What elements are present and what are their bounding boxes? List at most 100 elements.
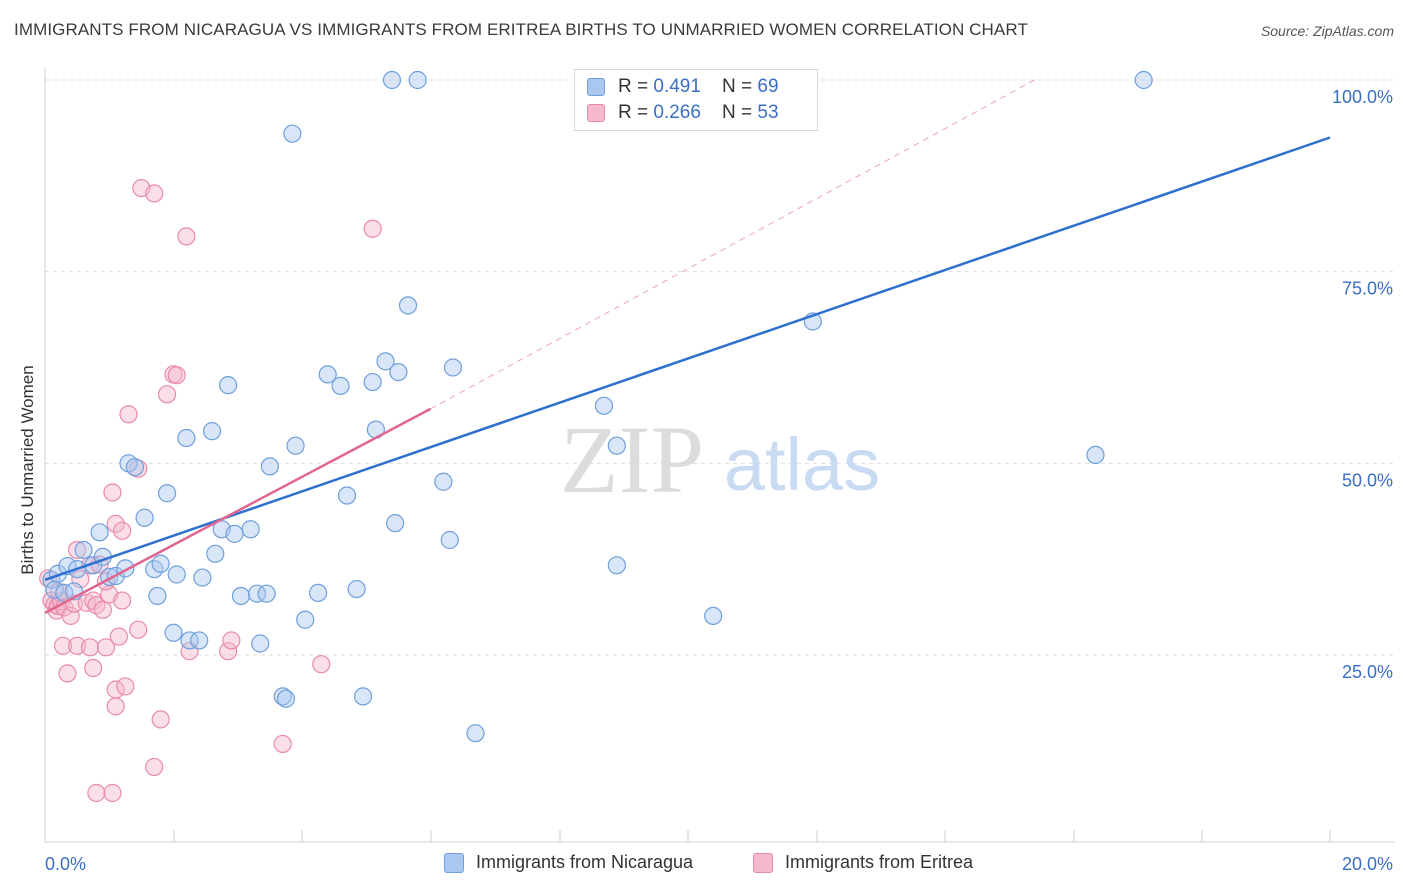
nicaragua-point-18 [148,586,167,606]
nicaragua-point-56 [408,70,427,90]
eritrea-point-52 [363,219,382,238]
nicaragua-point-44 [318,365,337,384]
eritrea-point-20 [87,783,106,803]
nicaragua-point-26 [193,568,212,587]
eritrea-n-value: 53 [757,102,779,123]
nicaragua-point-46 [337,486,357,505]
nicaragua-swatch [587,78,605,96]
nicaragua-point-40 [283,124,302,143]
tick-labels: 25.0% 50.0% 75.0% 100.0% 0.0% 20.0% [45,87,1393,874]
eritrea-point-48 [219,642,238,661]
nicaragua-point-9 [90,523,109,542]
eritrea-point-30 [103,483,122,502]
legend-eritrea-swatch [753,853,773,873]
eritrea-point-49 [222,631,241,650]
nicaragua-point-63 [607,436,626,455]
nicaragua-point-38 [273,687,292,706]
nicaragua-point-61 [594,396,614,415]
nicaragua-point-22 [167,565,186,584]
eritrea-point-35 [116,677,135,696]
chart-title: IMMIGRANTS FROM NICARAGUA VS IMMIGRANTS … [14,20,1028,39]
nicaragua-point-34 [247,584,267,603]
eritrea-point-46 [177,227,196,246]
nicaragua-point-7 [74,540,93,560]
eritrea-point-50 [273,734,292,754]
nicaragua-point-16 [135,508,154,527]
y-tick-label-100: 100.0% [1332,87,1393,107]
nicaragua-point-23 [177,428,196,448]
eritrea-point-33 [112,591,132,610]
eritrea-point-38 [129,620,148,639]
nicaragua-r-label: R = [618,76,654,97]
nicaragua-point-62 [607,556,626,575]
nicaragua-point-45 [331,376,350,395]
eritrea-point-8 [53,636,73,655]
eritrea-point-21 [87,596,106,615]
axes [44,68,1395,843]
nicaragua-point-36 [251,634,270,653]
nicaragua-point-33 [241,520,260,539]
nicaragua-point-39 [276,689,296,708]
nicaragua-point-53 [386,514,405,533]
nicaragua-point-60 [466,724,485,743]
eritrea-n-label: N = [722,102,758,123]
nicaragua-n-label: N = [722,76,758,97]
nicaragua-point-21 [164,623,183,642]
eritrea-r-value: 0.266 [653,102,701,123]
y-tick-label-75: 75.0% [1342,279,1393,299]
eritrea-point-43 [157,385,177,404]
x-tick-label-max: 20.0% [1342,854,1393,874]
eritrea-point-19 [84,658,103,678]
x-tick-label-min: 0.0% [45,854,86,874]
eritrea-r-label: R = [618,102,654,123]
eritrea-point-18 [80,638,100,657]
nicaragua-point-31 [225,524,244,543]
nicaragua-point-67 [1134,70,1153,90]
nicaragua-point-49 [363,372,382,392]
series-eritrea-points [39,179,382,803]
bottom-legend: Immigrants from Nicaragua Immigrants fro… [0,852,1406,878]
nicaragua-point-24 [180,631,199,650]
eritrea-point-36 [119,405,138,424]
source-label: Source: ZipAtlas.com [1260,23,1394,39]
legend-nicaragua-swatch [444,853,464,873]
nicaragua-point-32 [231,586,251,606]
eritrea-point-42 [151,710,170,729]
eritrea-swatch [587,104,605,122]
nicaragua-point-48 [353,687,373,706]
eritrea-point-9 [58,664,77,683]
nicaragua-point-66 [1086,445,1105,464]
legend-nicaragua-label: Immigrants from Nicaragua [476,852,694,872]
nicaragua-point-20 [157,484,177,503]
eritrea-point-27 [103,783,122,803]
nicaragua-point-35 [257,584,276,603]
nicaragua-point-28 [206,544,225,563]
nicaragua-point-37 [260,457,279,476]
nicaragua-point-42 [296,610,315,629]
eritrea-point-32 [109,627,128,646]
nicaragua-trend-line [44,136,1331,582]
nicaragua-point-19 [151,554,170,573]
nicaragua-point-54 [389,363,408,382]
nicaragua-point-64 [704,606,723,626]
eritrea-point-23 [93,600,112,619]
eritrea-point-31 [106,697,125,716]
nicaragua-point-30 [219,376,238,395]
eritrea-point-41 [145,757,164,777]
nicaragua-point-57 [434,472,453,491]
watermark-atlas: atlas [724,423,880,506]
nicaragua-point-59 [443,358,463,377]
nicaragua-point-51 [376,352,395,371]
trend-lines [44,79,1331,614]
stats-legend-box: R = 0.491 N = 69 R = 0.266 N = 53 [574,69,818,131]
watermark-zip: ZIP [560,406,704,513]
eritrea-point-12 [68,540,87,560]
y-tick-label-25: 25.0% [1342,662,1393,682]
eritrea-point-51 [312,655,331,674]
eritrea-point-24 [96,638,116,657]
legend-eritrea-label: Immigrants from Eritrea [785,852,974,872]
watermark: ZIP atlas [560,406,880,513]
series-nicaragua-points [42,70,1153,743]
nicaragua-point-55 [398,296,418,315]
